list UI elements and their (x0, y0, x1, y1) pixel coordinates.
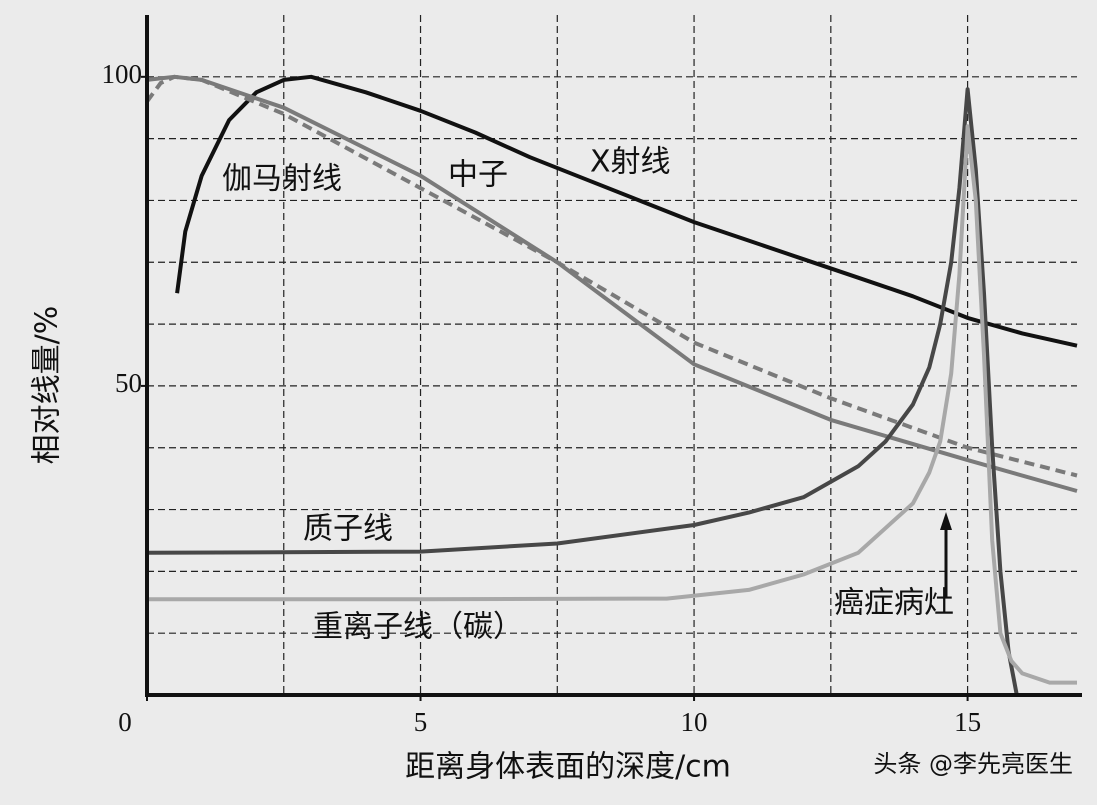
x-axis-label: 距离身体表面的深度/cm (405, 750, 731, 785)
x-tick-label: 10 (681, 707, 708, 737)
x-tick-label: 5 (414, 707, 428, 737)
series-label: 中子 (448, 158, 508, 193)
annotation: 癌症病灶 (834, 586, 954, 621)
x-tick-label: 15 (954, 707, 981, 737)
x-tick-label: 0 (118, 707, 132, 737)
series-label: 重离子线（碳） (313, 610, 523, 645)
series-label: 质子线 (303, 512, 393, 547)
series-label: 伽马射线 (222, 162, 342, 197)
series-line (175, 74, 1078, 348)
series-line (146, 87, 1019, 696)
annotation-arrowhead (940, 512, 952, 530)
y-axis-label: 相对线量/% (30, 306, 65, 465)
y-tick-label: 50 (115, 368, 142, 398)
watermark: 头条 @李先亮医生 (873, 750, 1073, 778)
series-line (146, 74, 1078, 493)
y-tick-label: 100 (102, 59, 143, 89)
series-label: X射线 (590, 145, 671, 180)
series-line (147, 124, 1077, 685)
plot-area (145, 74, 1078, 696)
grid (147, 15, 1077, 695)
